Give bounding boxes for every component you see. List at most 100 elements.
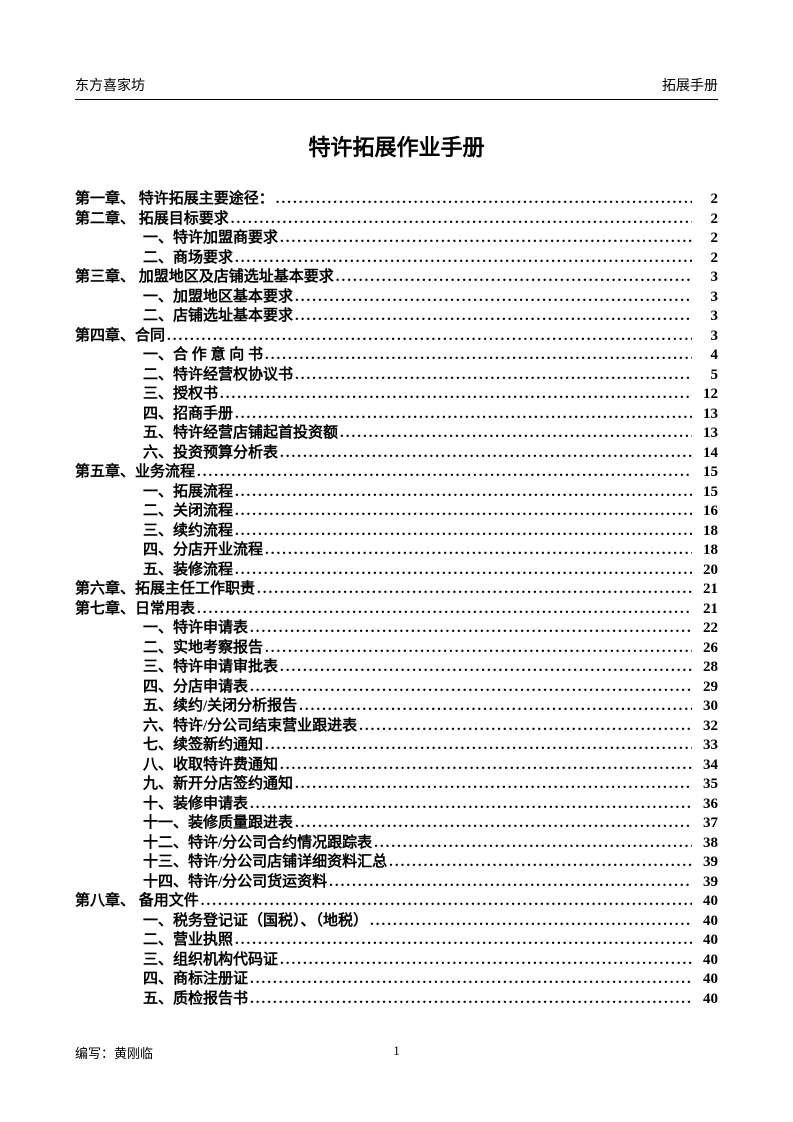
toc-entry-label: 六、投资预算分析表 bbox=[75, 444, 278, 464]
toc-entry: 一、加盟地区基本要求3 bbox=[75, 288, 718, 308]
toc-entry-label: 第一章、 特许拓展主要途径： bbox=[75, 190, 274, 210]
toc-entry: 三、组织机构代码证40 bbox=[75, 951, 718, 971]
toc-entry: 二、商场要求2 bbox=[75, 249, 718, 269]
toc-entry-label: 二、关闭流程 bbox=[75, 502, 233, 522]
toc-entry-page: 2 bbox=[694, 249, 718, 269]
toc-entry-page: 5 bbox=[694, 366, 718, 386]
toc-entry-label: 十、装修申请表 bbox=[75, 795, 248, 815]
toc-entry-page: 38 bbox=[694, 834, 718, 854]
toc-leader-dots bbox=[197, 600, 692, 620]
toc-entry-page: 36 bbox=[694, 795, 718, 815]
page-header: 东方喜家坊 拓展手册 bbox=[75, 75, 718, 100]
toc-entry-page: 12 bbox=[694, 385, 718, 405]
toc-entry-label: 四、分店申请表 bbox=[75, 678, 248, 698]
toc-entry-page: 3 bbox=[694, 327, 718, 347]
toc-entry-label: 一、特许加盟商要求 bbox=[75, 229, 278, 249]
toc-entry: 五、特许经营店铺起首投资额 13 bbox=[75, 424, 718, 444]
toc-entry-label: 六、特许/分公司结束营业跟进表 bbox=[75, 717, 357, 737]
toc-leader-dots bbox=[235, 249, 692, 269]
document-title: 特许拓展作业手册 bbox=[75, 130, 718, 162]
toc-leader-dots bbox=[295, 307, 692, 327]
toc-leader-dots bbox=[250, 970, 692, 990]
toc-entry-label: 九、新开分店签约通知 bbox=[75, 775, 293, 795]
toc-entry-page: 16 bbox=[694, 502, 718, 522]
toc-entry: 十、装修申请表 36 bbox=[75, 795, 718, 815]
toc-entry: 五、续约/关闭分析报告30 bbox=[75, 697, 718, 717]
toc-entry-label: 五、特许经营店铺起首投资额 bbox=[75, 424, 338, 444]
toc-entry-label: 第四章、合同 bbox=[75, 327, 165, 347]
toc-entry-page: 39 bbox=[694, 853, 718, 873]
toc-entry-page: 40 bbox=[694, 990, 718, 1010]
toc-leader-dots bbox=[235, 502, 692, 522]
toc-entry: 五、装修流程20 bbox=[75, 561, 718, 581]
toc-entry: 八、收取特许费通知34 bbox=[75, 756, 718, 776]
toc-leader-dots bbox=[370, 912, 692, 932]
toc-entry-page: 34 bbox=[694, 756, 718, 776]
header-right: 拓展手册 bbox=[662, 75, 718, 95]
toc-entry-page: 35 bbox=[694, 775, 718, 795]
footer-author: 编写：黄刚临 bbox=[75, 1043, 153, 1062]
toc-entry-page: 13 bbox=[694, 405, 718, 425]
page-footer: 编写：黄刚临 1 bbox=[75, 1043, 718, 1062]
toc-entry-label: 三、特许申请审批表 bbox=[75, 658, 278, 678]
toc-leader-dots bbox=[235, 483, 692, 503]
toc-entry: 一、税务登记证（国税）、（地税）40 bbox=[75, 912, 718, 932]
toc-leader-dots bbox=[336, 268, 692, 288]
toc-entry: 三、续约流程18 bbox=[75, 522, 718, 542]
toc-entry: 第三章、 加盟地区及店铺选址基本要求3 bbox=[75, 268, 718, 288]
toc-entry: 二、营业执照40 bbox=[75, 931, 718, 951]
toc-entry-page: 4 bbox=[694, 346, 718, 366]
toc-entry-page: 40 bbox=[694, 970, 718, 990]
toc-entry-label: 五、质检报告书 bbox=[75, 990, 248, 1010]
toc-leader-dots bbox=[235, 522, 692, 542]
toc-entry-page: 15 bbox=[694, 463, 718, 483]
toc-leader-dots bbox=[235, 931, 692, 951]
toc-entry-label: 三、授权书 bbox=[75, 385, 218, 405]
toc-entry-page: 2 bbox=[694, 190, 718, 210]
toc-entry-page: 14 bbox=[694, 444, 718, 464]
toc-leader-dots bbox=[265, 639, 692, 659]
toc-leader-dots bbox=[280, 229, 692, 249]
toc-entry-label: 四、商标注册证 bbox=[75, 970, 248, 990]
toc-leader-dots bbox=[389, 853, 692, 873]
toc-leader-dots bbox=[374, 834, 692, 854]
toc-entry: 六、投资预算分析表 14 bbox=[75, 444, 718, 464]
toc-entry-label: 一、加盟地区基本要求 bbox=[75, 288, 293, 308]
toc-entry-page: 18 bbox=[694, 541, 718, 561]
toc-leader-dots bbox=[299, 697, 692, 717]
toc-entry: 第四章、合同 3 bbox=[75, 327, 718, 347]
toc-entry-page: 3 bbox=[694, 268, 718, 288]
toc-entry-page: 37 bbox=[694, 814, 718, 834]
toc-entry: 一、特许申请表 22 bbox=[75, 619, 718, 639]
toc-entry-label: 第七章、日常用表 bbox=[75, 600, 195, 620]
toc-entry: 二、实地考察报告26 bbox=[75, 639, 718, 659]
toc-entry-label: 十四、特许/分公司货运资料 bbox=[75, 873, 327, 893]
toc-leader-dots bbox=[265, 541, 692, 561]
toc-entry: 三、特许申请审批表28 bbox=[75, 658, 718, 678]
table-of-contents: 第一章、 特许拓展主要途径：2第二章、 拓展目标要求2一、特许加盟商要求2二、商… bbox=[75, 190, 718, 1009]
toc-leader-dots bbox=[197, 463, 692, 483]
toc-entry-page: 33 bbox=[694, 736, 718, 756]
toc-entry: 一、合 作 意 向 书4 bbox=[75, 346, 718, 366]
toc-entry: 十二、特许/分公司合约情况跟踪表38 bbox=[75, 834, 718, 854]
toc-leader-dots bbox=[235, 561, 692, 581]
toc-entry-label: 四、招商手册 bbox=[75, 405, 233, 425]
toc-entry-page: 32 bbox=[694, 717, 718, 737]
toc-leader-dots bbox=[295, 366, 692, 386]
toc-entry: 第八章、 备用文件40 bbox=[75, 892, 718, 912]
toc-leader-dots bbox=[280, 658, 692, 678]
toc-entry-page: 29 bbox=[694, 678, 718, 698]
toc-entry-label: 七、续签新约通知 bbox=[75, 736, 263, 756]
toc-entry-page: 21 bbox=[694, 600, 718, 620]
toc-entry-label: 十一、装修质量跟进表 bbox=[75, 814, 293, 834]
toc-leader-dots bbox=[250, 678, 692, 698]
toc-leader-dots bbox=[235, 405, 692, 425]
toc-entry: 五、质检报告书 40 bbox=[75, 990, 718, 1010]
toc-entry-page: 22 bbox=[694, 619, 718, 639]
toc-entry-page: 13 bbox=[694, 424, 718, 444]
toc-entry: 三、授权书 12 bbox=[75, 385, 718, 405]
toc-leader-dots bbox=[250, 619, 692, 639]
toc-leader-dots bbox=[167, 327, 692, 347]
toc-leader-dots bbox=[295, 288, 692, 308]
toc-entry-label: 一、特许申请表 bbox=[75, 619, 248, 639]
